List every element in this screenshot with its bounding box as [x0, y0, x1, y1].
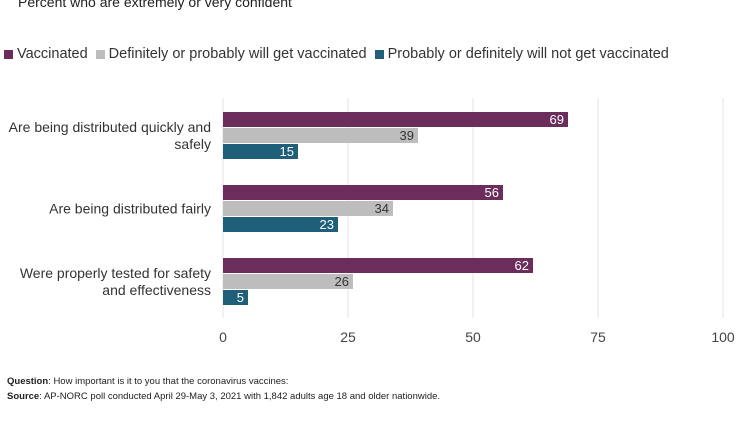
chart-subtitle: Percent who are extremely or very confid… — [18, 0, 292, 10]
x-tick-label-0: 0 — [219, 329, 227, 345]
data-label-1-2: 26 — [335, 274, 349, 289]
legend-item-will-get: Definitely or probably will get vaccinat… — [95, 46, 367, 62]
legend-swatch-will-get — [95, 49, 105, 59]
category-label-2-1: and effectiveness — [102, 282, 211, 298]
source-label: Source — [7, 391, 40, 402]
bar-0-0 — [223, 112, 568, 127]
bar-0-2 — [223, 258, 533, 273]
question-note: Question: How important is it to you tha… — [7, 374, 440, 389]
x-tick-label-75: 75 — [590, 329, 606, 345]
question-label: Question — [7, 376, 49, 387]
data-label-1-0: 39 — [400, 128, 414, 143]
legend-label-will-not-get: Probably or definitely will not get vacc… — [387, 46, 669, 62]
legend-swatch-vaccinated — [4, 49, 13, 59]
category-label-2-0: Were properly tested for safety — [20, 265, 211, 281]
legend-item-will-not-get: Probably or definitely will not get vacc… — [374, 46, 669, 62]
bar-0-1 — [223, 185, 503, 200]
category-label-0-1: safely — [174, 136, 211, 152]
bar-1-0 — [223, 128, 418, 143]
bar-2-2 — [223, 290, 248, 305]
question-text: : How important is it to you that the co… — [48, 376, 289, 387]
category-label-0-0: Are being distributed quickly and — [9, 119, 211, 135]
category-label-1-0: Are being distributed fairly — [49, 201, 211, 217]
bar-2-0 — [223, 144, 298, 159]
data-label-2-0: 15 — [280, 144, 294, 159]
data-label-0-1: 56 — [485, 185, 499, 200]
data-label-2-2: 5 — [237, 290, 244, 305]
x-tick-label-100: 100 — [711, 329, 735, 345]
source-note: Source: AP-NORC poll conducted April 29-… — [7, 389, 440, 404]
data-label-0-2: 62 — [515, 258, 529, 273]
bar-1-2 — [223, 274, 353, 289]
data-label-1-1: 34 — [375, 201, 389, 216]
data-label-0-0: 69 — [550, 112, 564, 127]
legend-item-vaccinated: Vaccinated — [4, 46, 88, 62]
legend-label-will-get: Definitely or probably will get vaccinat… — [108, 46, 367, 62]
chart-legend: Vaccinated Definitely or probably will g… — [4, 46, 677, 62]
x-tick-label-25: 25 — [340, 329, 356, 345]
data-label-2-1: 23 — [320, 217, 334, 232]
source-text: : AP-NORC poll conducted April 29-May 3,… — [39, 391, 441, 402]
bar-2-1 — [223, 217, 338, 232]
legend-label-vaccinated: Vaccinated — [17, 46, 88, 62]
x-tick-label-50: 50 — [465, 329, 481, 345]
legend-swatch-will-not-get — [374, 49, 384, 59]
bar-1-1 — [223, 201, 393, 216]
chart-notes: Question: How important is it to you tha… — [7, 374, 440, 404]
